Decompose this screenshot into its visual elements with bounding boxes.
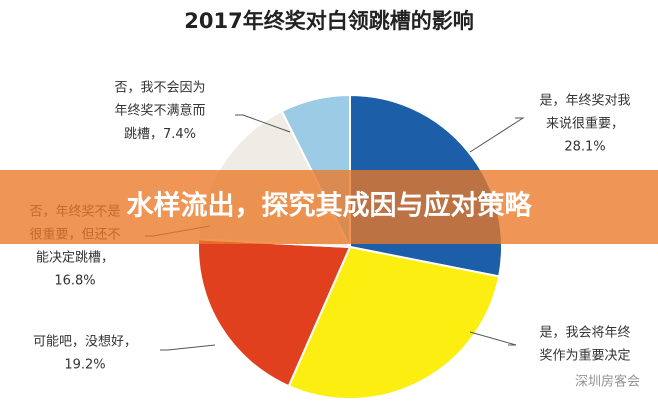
value-label: 19.2% <box>64 358 105 373</box>
slice-label: 否，我不会因为 <box>114 81 205 96</box>
slice-label: 年终奖不满意而 <box>114 103 205 119</box>
slice-label: 来说很重要， <box>546 116 624 132</box>
slice-label: 是，年终奖对我 <box>539 93 630 109</box>
leader-line <box>469 117 525 153</box>
value-label: 16.8% <box>54 274 95 289</box>
slice-label: 跳槽，7.4% <box>124 127 196 142</box>
slice-label: 是，我会将年终 <box>539 325 630 341</box>
value-label: 7.4% <box>163 127 196 142</box>
pie <box>197 93 503 400</box>
pie-slice <box>287 245 501 400</box>
watermark: 深圳房客会 <box>575 374 640 390</box>
slice-label: 可能吧，没想好， <box>33 334 137 350</box>
leader-line <box>235 114 291 133</box>
banner-text: 水样流出，探究其成因与应对策略 <box>127 190 533 222</box>
leader-line <box>160 344 216 351</box>
chart-title: 2017年终奖对白领跳槽的影响 <box>184 9 473 33</box>
banner-band <box>0 170 658 244</box>
slice-label-part: 跳槽， <box>124 127 163 142</box>
slice-label: 奖作为重要决定 <box>539 348 630 364</box>
leader-line <box>469 331 517 346</box>
slice-label: 能决定跳槽， <box>36 251 114 266</box>
pie-slice <box>197 238 352 388</box>
value-label: 28.1% <box>564 140 605 155</box>
